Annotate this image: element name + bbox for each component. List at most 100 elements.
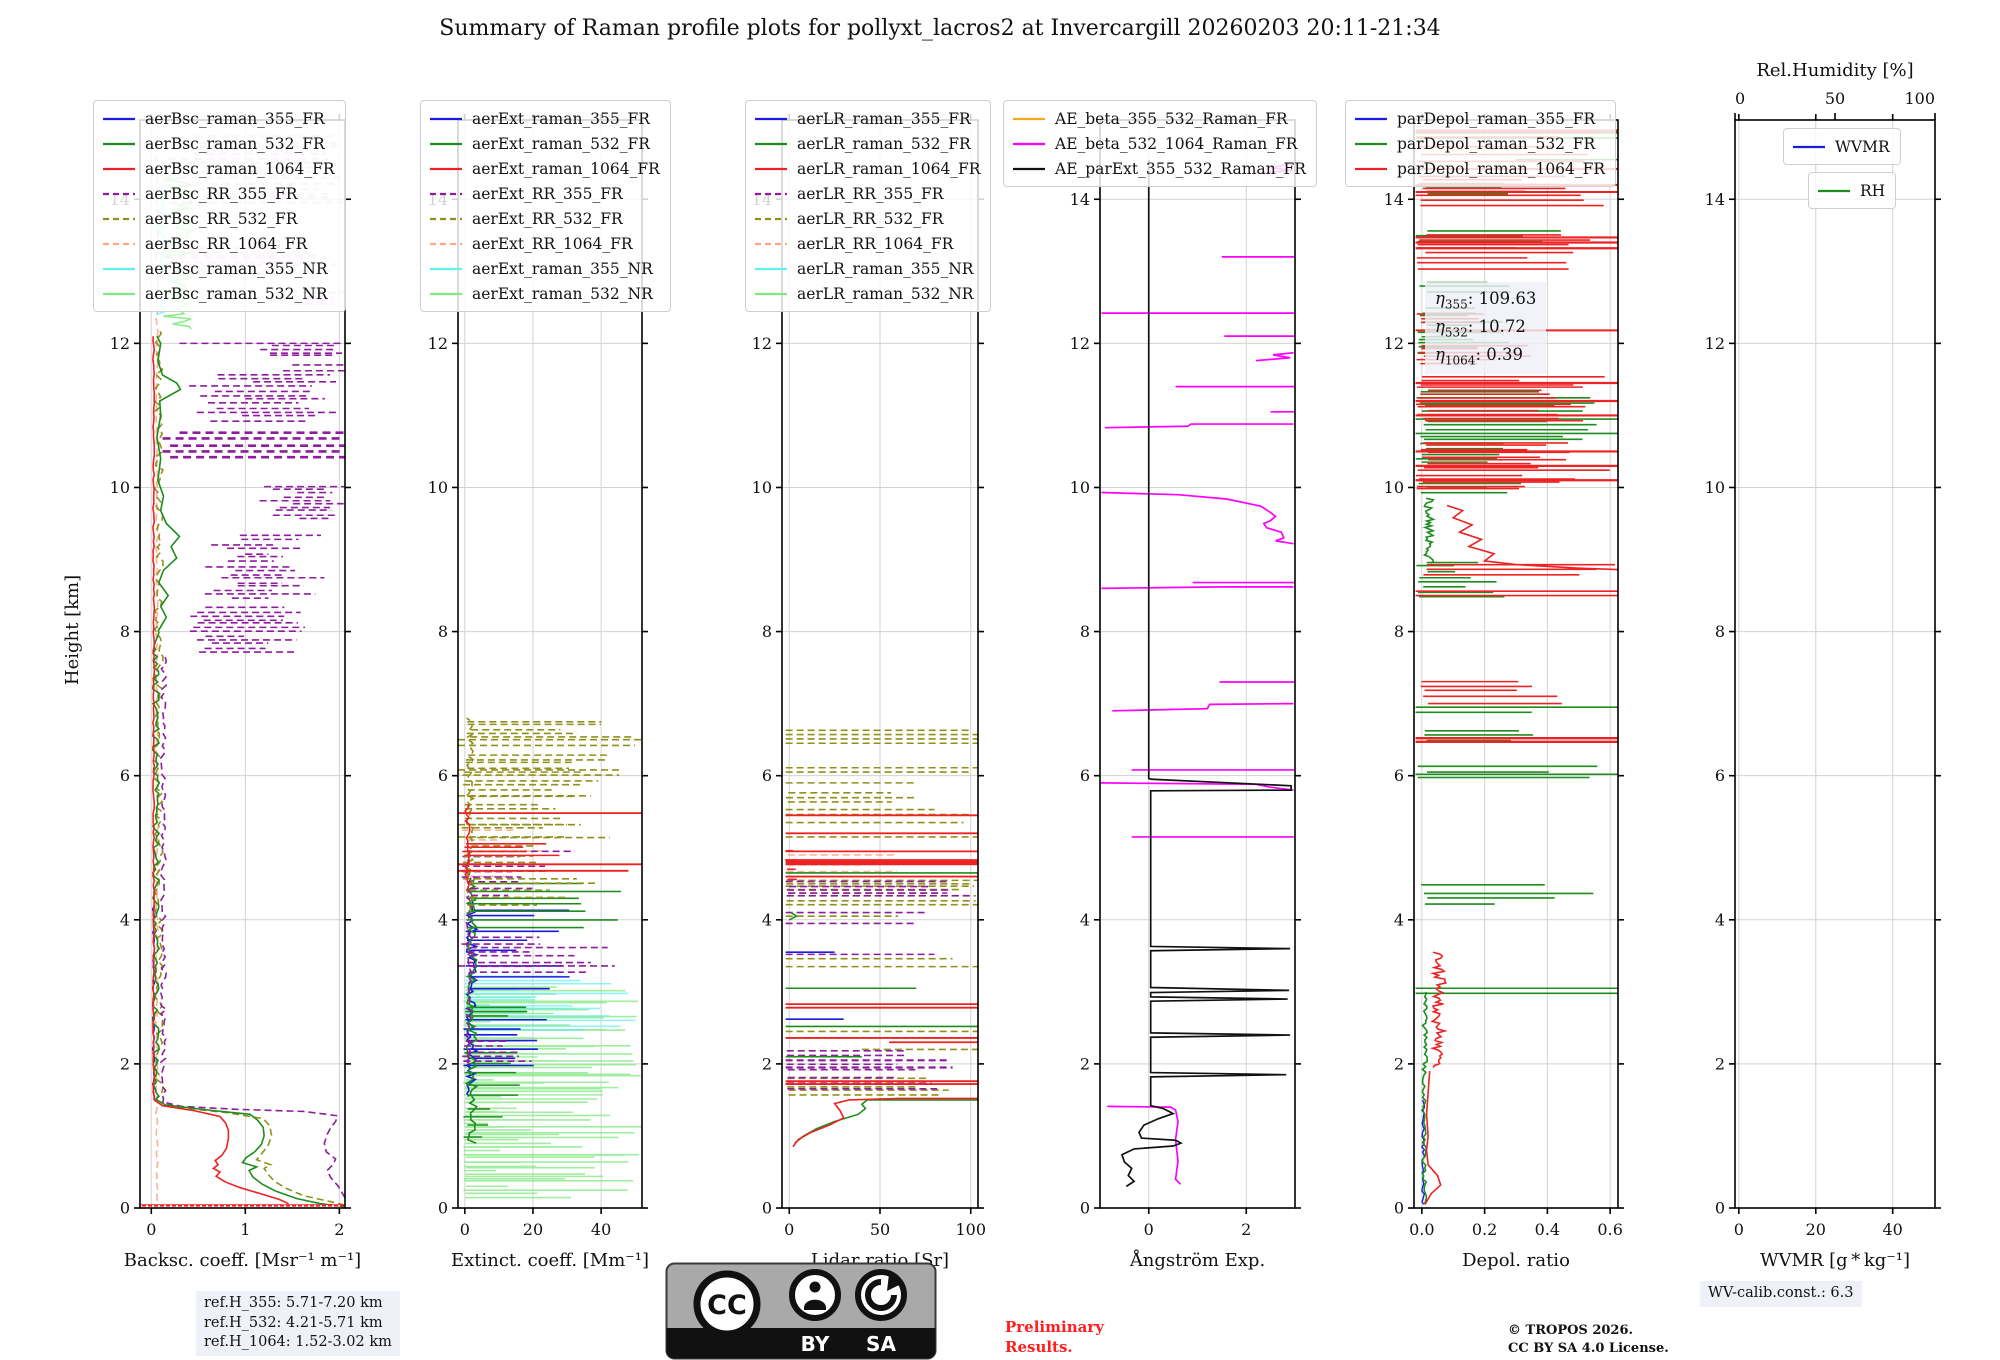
xtick-label: 0.2 <box>1472 1220 1497 1239</box>
ytick-label: 12 <box>1070 334 1090 353</box>
legend-label: aerLR_raman_1064_FR <box>797 159 981 178</box>
ytick-label: 14 <box>1705 190 1725 209</box>
ytick-label: 6 <box>438 766 448 785</box>
legend-entry: aerLR_RR_355_FR <box>754 181 980 206</box>
panel-0-series-red <box>140 336 345 1207</box>
eta-value: η1064: 0.39 <box>1435 344 1523 368</box>
legend-swatch-purple <box>430 192 462 195</box>
legend-label: AE_beta_355_532_Raman_FR <box>1055 109 1288 128</box>
ytick-label: 6 <box>1715 766 1725 785</box>
xaxis-label-0: Backsc. coeff. [Msr⁻¹ m⁻¹] <box>124 1250 361 1271</box>
legend-entry: AE_beta_532_1064_Raman_FR <box>1012 131 1306 156</box>
legend-wvmr: WVMR <box>1783 128 1901 165</box>
legend-swatch-green <box>755 142 787 145</box>
legend-swatch-green <box>430 142 462 145</box>
panel-1-series-green <box>463 876 622 1144</box>
panel-0-series-purple <box>159 342 346 1199</box>
ytick-label: 8 <box>762 622 772 641</box>
legend-panel-4: parDepol_raman_355_FR parDepol_raman_532_… <box>1345 100 1617 187</box>
xtick-label: 0 <box>784 1220 794 1239</box>
legend-entry: parDepol_raman_355_FR <box>1354 106 1605 131</box>
xaxis-label-5: WVMR [g * kg⁻¹] <box>1760 1250 1910 1271</box>
legend-swatch-cyan <box>103 267 135 270</box>
xtick-label: 0 <box>1144 1220 1154 1239</box>
cc-circle-icon <box>693 1270 761 1338</box>
ytick-label: 0 <box>762 1199 772 1218</box>
legend-entry: AE_parExt_355_532_Raman_FR <box>1012 156 1306 181</box>
ytick-label: 4 <box>1394 910 1404 929</box>
legend-label: aerBsc_RR_532_FR <box>145 209 298 228</box>
ytick-label: 8 <box>120 622 130 641</box>
legend-swatch-blue <box>1793 145 1825 148</box>
xtick-label: 0.0 <box>1409 1220 1434 1239</box>
legend-swatch-orange <box>1013 117 1045 120</box>
legend-entry: aerExt_raman_532_NR <box>429 281 660 306</box>
legend-swatch-salmon <box>430 242 462 245</box>
legend-entry: aerExt_RR_532_FR <box>429 206 660 231</box>
legend-swatch-lgreen <box>430 292 462 295</box>
xtick-label: 0.6 <box>1597 1220 1622 1239</box>
legend-label: aerLR_RR_355_FR <box>797 184 944 203</box>
panel-0-series-salmon <box>154 134 159 1201</box>
ytick-label: 12 <box>1384 334 1404 353</box>
ref-height-355: ref.H_355: 5.71-7.20 km <box>204 1295 383 1311</box>
legend-label: parDepol_raman_532_FR <box>1397 134 1596 153</box>
xtick-label: 0 <box>1734 1220 1744 1239</box>
panel-2-series-olive <box>785 729 978 1096</box>
wv-calib-box: WV-calib.const.: 6.3 <box>1700 1281 1862 1307</box>
legend-label: parDepol_raman_355_FR <box>1397 109 1596 128</box>
legend-label: aerBsc_raman_532_NR <box>145 284 328 303</box>
legend-label: aerExt_raman_532_FR <box>472 134 650 153</box>
legend-swatch-cyan <box>755 267 787 270</box>
panel-3-series-black <box>1120 159 1292 1188</box>
panel-0-series-green <box>151 335 345 1208</box>
share-alike-arrow-icon <box>855 1269 907 1321</box>
xaxis-label-4: Depol. ratio <box>1462 1250 1570 1271</box>
legend-entry: AE_beta_355_532_Raman_FR <box>1012 106 1306 131</box>
ytick-label: 0 <box>1394 1199 1404 1218</box>
legend-entry: parDepol_raman_532_FR <box>1354 131 1605 156</box>
legend-swatch-red <box>430 167 462 170</box>
legend-swatch-purple <box>103 192 135 195</box>
ytick-label: 8 <box>1394 622 1404 641</box>
legend-swatch-salmon <box>755 242 787 245</box>
legend-rh: RH <box>1808 172 1897 209</box>
legend-entry: aerExt_RR_1064_FR <box>429 231 660 256</box>
eta-value: η532: 10.72 <box>1435 316 1526 340</box>
by-label: BY <box>801 1332 830 1356</box>
panel-3: 0 2 0 2 4 6 8 10 12 14 Ångström Exp. <box>1070 114 1301 1271</box>
legend-label: aerBsc_raman_1064_FR <box>145 159 335 178</box>
legend-label: AE_beta_532_1064_Raman_FR <box>1055 134 1298 153</box>
xtick-label: 40 <box>1883 1220 1903 1239</box>
ytick-label: 6 <box>762 766 772 785</box>
legend-swatch-red <box>103 167 135 170</box>
ytick-label: 6 <box>1080 766 1090 785</box>
xtick-label: 1 <box>240 1220 250 1239</box>
panel-0-series-olive <box>153 328 346 1206</box>
legend-entry: aerLR_raman_1064_FR <box>754 156 980 181</box>
legend-label: aerExt_raman_355_FR <box>472 109 650 128</box>
legend-swatch-green <box>1355 142 1387 145</box>
legend-label: aerBsc_RR_1064_FR <box>145 234 308 253</box>
ytick-label: 12 <box>110 334 130 353</box>
eta-annotation-box: η355: 109.63 η532: 10.72 η1064: 0.39 <box>1425 282 1547 374</box>
preliminary-note: Preliminary Results. <box>1005 1318 1104 1356</box>
legend-label: aerLR_raman_532_FR <box>797 134 971 153</box>
legend-swatch-red <box>1355 167 1387 170</box>
xtick-label: 2 <box>334 1220 344 1239</box>
ytick-label: 2 <box>1394 1054 1404 1073</box>
ytick-label: 6 <box>1394 766 1404 785</box>
legend-entry: aerLR_RR_532_FR <box>754 206 980 231</box>
ytick-label: 12 <box>752 334 772 353</box>
ytick-label: 4 <box>762 910 772 929</box>
xtick-label: 40 <box>591 1220 611 1239</box>
legend-label: aerExt_RR_1064_FR <box>472 234 633 253</box>
ytick-label: 0 <box>1715 1199 1725 1218</box>
ytick-label: 0 <box>438 1199 448 1218</box>
legend-panel-0: aerBsc_raman_355_FR aerBsc_raman_532_FR ae… <box>93 100 346 312</box>
ytick-label: 8 <box>1715 622 1725 641</box>
legend-swatch-olive <box>430 217 462 220</box>
legend-label: AE_parExt_355_532_Raman_FR <box>1055 159 1306 178</box>
legend-entry: RH <box>1817 178 1885 203</box>
